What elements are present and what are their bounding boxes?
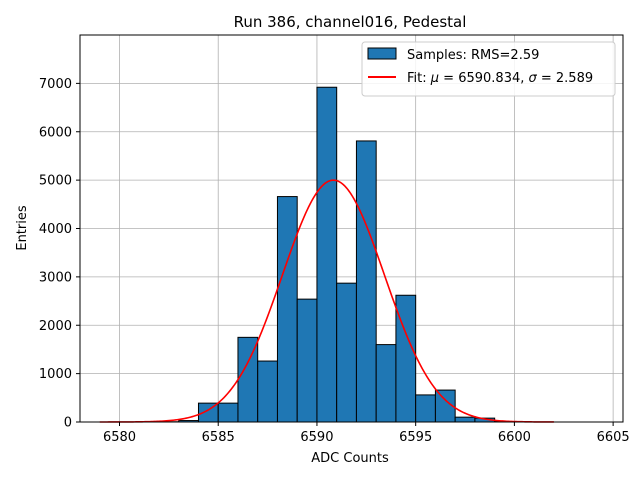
y-tick-label-5: 5000: [39, 174, 72, 189]
histogram-bar-3: [217, 402, 239, 423]
legend-fit-sigma-value: = 2.589: [537, 71, 593, 86]
x-tick-label-0: 6580: [103, 430, 136, 445]
x-axis-label: ADC Counts: [311, 451, 389, 466]
fit-curve: [99, 179, 554, 423]
x-tick-label-5: 6605: [597, 430, 630, 445]
y-tick-label-0: 0: [64, 416, 72, 431]
y-tick-label-4: 4000: [39, 222, 72, 237]
x-tick-label-2: 6590: [300, 430, 333, 445]
y-tick-label-3: 3000: [39, 270, 72, 285]
x-axis-ticks: 6580 6585 6590 6595 6600 6605: [103, 422, 630, 445]
histogram-bar-7: [296, 298, 318, 423]
x-tick-label-1: 6585: [202, 430, 235, 445]
histogram-bar-13: [415, 394, 436, 423]
y-tick-label-1: 1000: [39, 367, 72, 382]
legend-label-samples: Samples: RMS=2.59: [407, 48, 539, 63]
y-tick-label-6: 6000: [39, 125, 72, 140]
legend-fit-mu-value: = 6590.834,: [439, 71, 528, 86]
legend: Samples: RMS=2.59 Fit: μ = 6590.834, σ =…: [361, 41, 616, 97]
histogram-bar-4: [237, 336, 259, 423]
legend-swatch-samples: [367, 47, 397, 60]
histogram-bar-5: [257, 360, 278, 423]
x-tick-label-3: 6595: [399, 430, 432, 445]
histogram-bar-10: [355, 140, 377, 423]
legend-label-fit: Fit: μ = 6590.834, σ = 2.589: [407, 71, 593, 86]
histogram-bar-11: [375, 344, 397, 423]
histogram-bar-9: [336, 282, 357, 423]
legend-fit-mu-symbol: μ: [430, 71, 439, 86]
histogram-bar-6: [276, 196, 298, 423]
y-axis-ticks: 0 1000 2000 3000 4000 5000 6000 7000: [39, 77, 80, 431]
fit-curve-group: [99, 179, 554, 423]
x-tick-label-4: 6600: [498, 430, 531, 445]
y-tick-label-7: 7000: [39, 77, 72, 92]
y-axis-label: Entries: [15, 205, 30, 251]
histogram-bars: [158, 86, 515, 423]
y-tick-label-2: 2000: [39, 319, 72, 334]
legend-box: [361, 41, 616, 97]
histogram-bar-8: [316, 86, 338, 423]
legend-fit-prefix: Fit:: [407, 71, 431, 86]
chart-title: Run 386, channel016, Pedestal: [234, 13, 467, 31]
histogram-bar-15: [454, 416, 476, 423]
legend-fit-sigma-symbol: σ: [529, 71, 538, 86]
